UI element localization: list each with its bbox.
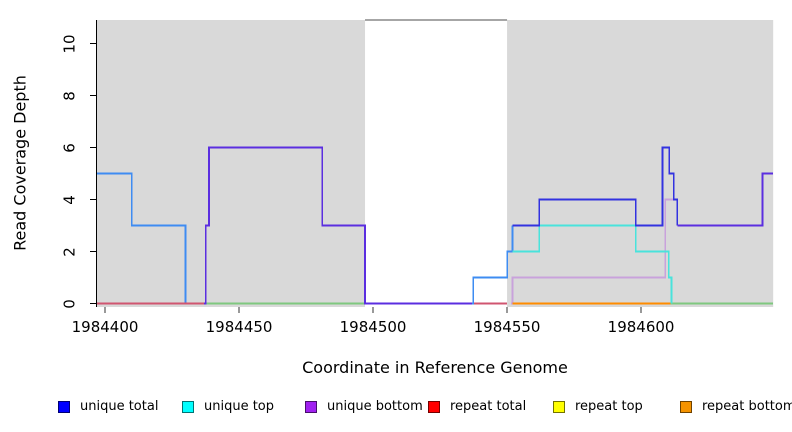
y-axis-title: Read Coverage Depth (10, 75, 30, 251)
unique-total-and-top-right (472, 225, 514, 305)
x-tick-label: 1984450 (205, 318, 273, 336)
legend-label: repeat top (575, 399, 643, 414)
x-tick-label: 1984400 (71, 318, 139, 336)
legend-swatch-icon (182, 401, 194, 413)
y-tick-label: 2 (60, 246, 79, 257)
legend-item: repeat bottom (680, 400, 792, 414)
y-tick-label: 0 (60, 298, 79, 309)
legend-label: unique bottom (327, 399, 423, 414)
background-band-0 (97, 20, 366, 307)
legend-item: repeat top (553, 400, 643, 414)
unique-top-line (512, 224, 673, 304)
unique-total-and-bottom-tail (677, 172, 774, 227)
legend-swatch-icon (680, 401, 692, 413)
y-tick-label: 4 (60, 194, 79, 205)
x-axis-title: Coordinate in Reference Genome (302, 358, 568, 377)
x-tick-label: 1984600 (607, 318, 675, 336)
unique-bottom-line (511, 198, 678, 305)
legend-label: unique top (204, 399, 275, 414)
legend-swatch-icon (553, 401, 565, 413)
y-tick-label: 10 (60, 33, 79, 54)
y-tick-label: 6 (60, 142, 79, 153)
y-tick-label: 8 (60, 90, 79, 101)
legend-item: unique top (182, 400, 274, 414)
legend-item: repeat total (428, 400, 526, 414)
legend-label: repeat bottom (702, 399, 792, 414)
legend-label: unique total (80, 399, 159, 414)
legend-item: unique bottom (305, 400, 423, 414)
legend-label: repeat total (450, 399, 527, 414)
legend-swatch-icon (58, 401, 70, 413)
unique-total-line (512, 146, 679, 227)
legend-swatch-icon (428, 401, 440, 413)
x-tick-label: 1984550 (473, 318, 541, 336)
legend-item: unique total (58, 400, 158, 414)
unique-total-and-bottom-main (204, 146, 508, 305)
legend-swatch-icon (305, 401, 317, 413)
unique-total-and-top-left (97, 172, 187, 304)
background-band-1 (507, 20, 774, 307)
x-tick-label: 1984500 (339, 318, 407, 336)
